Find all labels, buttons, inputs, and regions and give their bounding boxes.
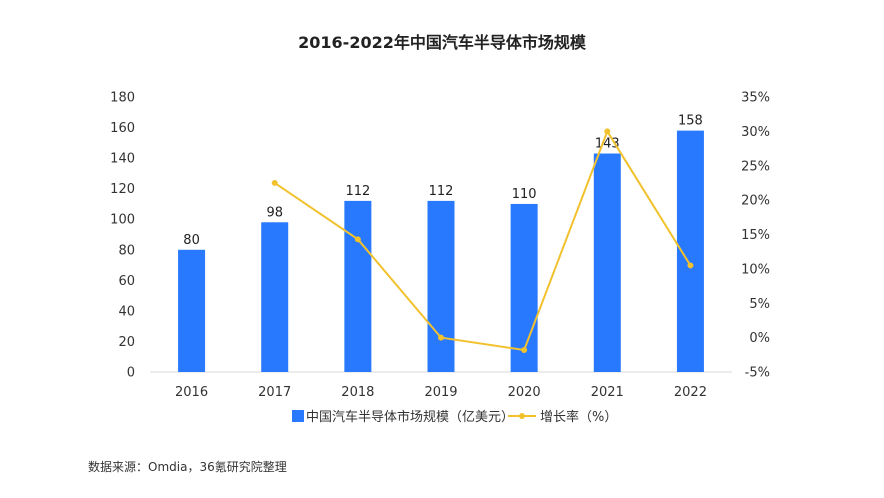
x-axis-tick-label: 2022 [674,385,707,400]
left-axis-tick-label: 20 [118,335,135,350]
growth-rate-point [687,262,694,269]
legend-line-marker [519,413,525,419]
growth-rate-point [604,128,611,135]
left-axis-tick-label: 140 [110,152,135,167]
legend-line-label: 增长率（%） [540,409,617,425]
bar-data-label: 110 [512,187,537,202]
legend-bar-swatch [292,410,304,422]
bar-data-label: 98 [266,205,283,220]
x-axis-tick-label: 2020 [508,385,541,400]
chart-title: 2016-2022年中国汽车半导体市场规模 [298,33,587,52]
source-note: 数据来源：Omdia，36氪研究院整理 [88,460,287,474]
bar [593,153,621,372]
x-axis: 2016 2017 2018 2019 2020 2021 2022 [175,385,707,400]
growth-rate-line [274,129,692,352]
left-axis-tick-label: 40 [118,304,135,319]
bar-series [178,130,704,372]
left-axis-tick-label: 80 [118,243,135,258]
growth-rate-point [438,334,444,341]
left-axis-tick-label: 180 [110,91,135,106]
left-axis-tick-label: 160 [110,121,135,136]
bar [427,200,455,372]
x-axis-tick-label: 2016 [175,385,208,400]
growth-rate-point [521,347,528,353]
left-axis-tick-label: 0 [127,366,135,381]
right-axis-tick-label: 15% [741,228,770,243]
bar-data-label: 112 [345,184,370,199]
right-axis-tick-label: -5% [745,366,770,381]
right-axis-tick-label: 20% [741,194,770,209]
right-axis: -5% 0% 5% 10% 15% 20% 25% 30% 35% [741,91,770,381]
bar [510,203,538,372]
bar-data-label: 112 [429,184,454,199]
legend-bar-label: 中国汽车半导体市场规模（亿美元） [306,409,514,425]
right-axis-tick-label: 25% [741,159,770,174]
right-axis-tick-label: 10% [741,262,770,277]
bar [261,222,289,372]
right-axis-tick-label: 5% [749,297,770,312]
bar-data-label: 80 [183,233,200,248]
bar [178,249,206,372]
right-axis-tick-label: 0% [749,331,770,346]
left-axis-tick-label: 120 [110,182,135,197]
bar-data-label: 158 [678,114,703,129]
left-axis-tick-label: 60 [118,274,135,289]
x-axis-tick-label: 2017 [258,385,291,400]
x-axis-tick-label: 2018 [341,385,374,400]
left-axis: 0 20 40 60 80 100 120 140 160 180 [110,91,135,381]
bar [344,200,372,372]
right-axis-tick-label: 30% [741,125,770,140]
right-axis-tick-label: 35% [741,91,770,106]
growth-rate-point [354,236,361,243]
growth-rate-point [271,179,278,186]
left-axis-tick-label: 100 [110,213,135,228]
legend: 中国汽车半导体市场规模（亿美元） 增长率（%） [292,409,617,425]
growth-rate-series [271,128,694,353]
x-axis-tick-label: 2021 [591,385,624,400]
x-axis-tick-label: 2019 [424,385,457,400]
